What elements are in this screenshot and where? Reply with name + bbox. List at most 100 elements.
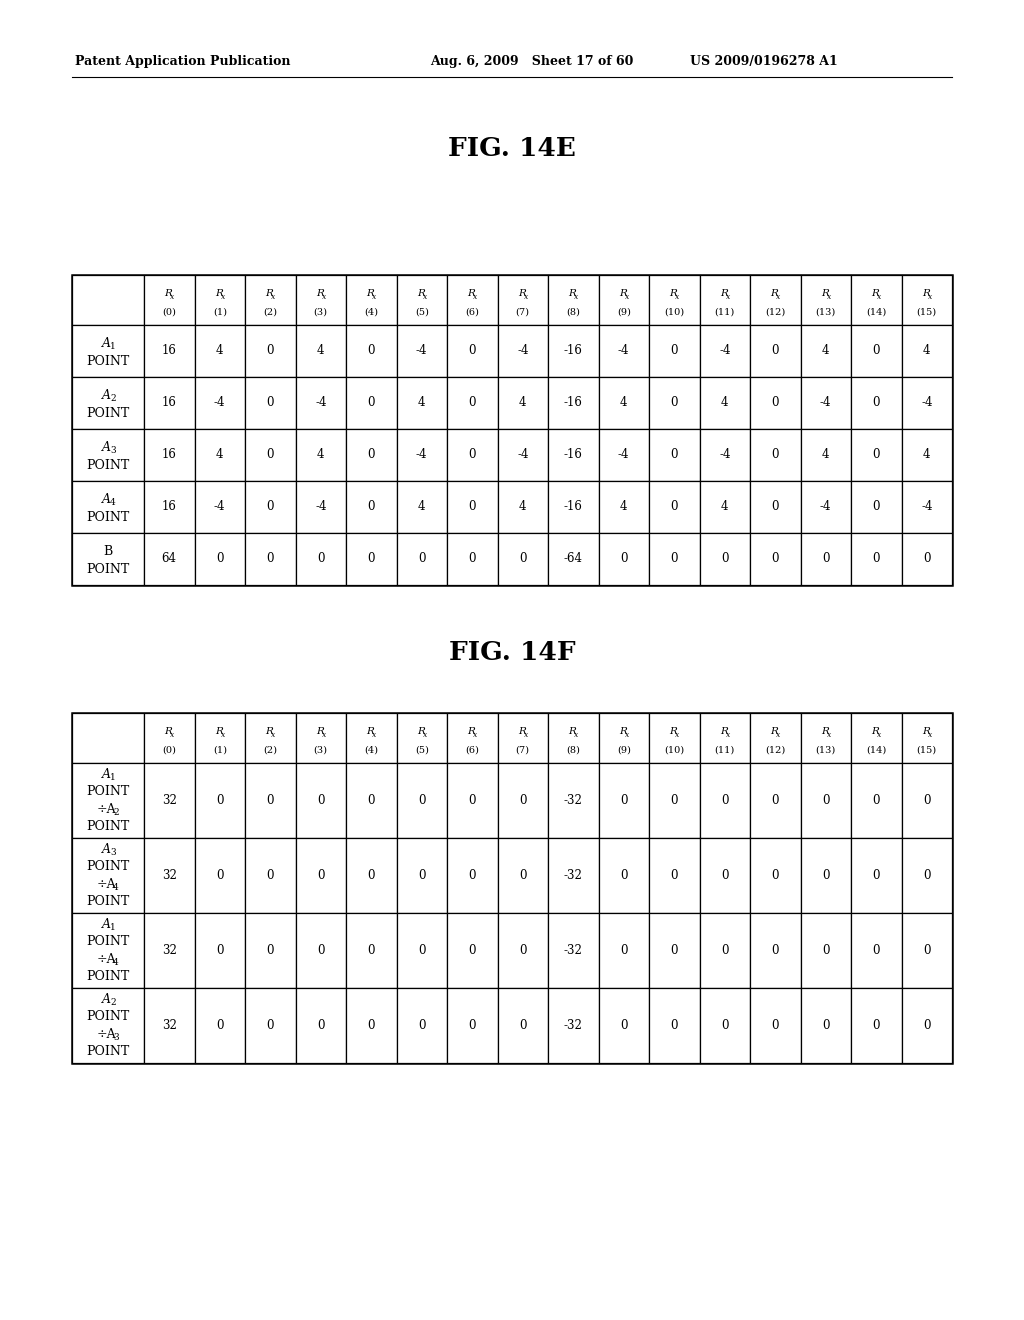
Bar: [598, 838, 649, 913]
Text: 0: 0: [418, 553, 426, 565]
Text: POINT: POINT: [86, 935, 130, 948]
Bar: [245, 325, 296, 378]
Text: POINT: POINT: [86, 1045, 130, 1059]
Text: (11): (11): [715, 308, 735, 317]
Text: 1: 1: [111, 342, 116, 351]
Text: 0: 0: [671, 944, 678, 957]
Text: R: R: [417, 289, 425, 298]
Text: 0: 0: [872, 1019, 880, 1032]
Bar: [498, 533, 548, 585]
Text: R: R: [467, 727, 475, 737]
Text: -4: -4: [921, 396, 933, 409]
Text: x: x: [574, 293, 579, 301]
Text: R: R: [770, 727, 778, 737]
Bar: [195, 533, 245, 585]
Text: 0: 0: [469, 396, 476, 409]
Bar: [346, 429, 396, 480]
Text: POINT: POINT: [86, 562, 130, 576]
Text: 0: 0: [418, 869, 426, 882]
Bar: [245, 913, 296, 987]
Text: R: R: [315, 289, 324, 298]
Bar: [649, 713, 699, 763]
Bar: [72, 763, 144, 838]
Text: -4: -4: [517, 449, 528, 462]
Bar: [346, 533, 396, 585]
Bar: [346, 275, 396, 325]
Bar: [296, 480, 346, 533]
Text: (14): (14): [866, 308, 887, 317]
Bar: [396, 325, 447, 378]
Bar: [447, 480, 498, 533]
Bar: [296, 838, 346, 913]
Text: POINT: POINT: [86, 785, 130, 799]
Bar: [548, 913, 598, 987]
Bar: [195, 987, 245, 1063]
Text: 0: 0: [317, 553, 325, 565]
Text: 4: 4: [822, 345, 829, 358]
Bar: [72, 838, 144, 913]
Text: 0: 0: [822, 1019, 829, 1032]
Text: R: R: [467, 289, 475, 298]
Bar: [346, 838, 396, 913]
Bar: [801, 763, 851, 838]
Bar: [598, 913, 649, 987]
Text: 64: 64: [162, 553, 177, 565]
Text: A: A: [101, 993, 111, 1006]
Text: (5): (5): [415, 308, 429, 317]
Bar: [447, 429, 498, 480]
Text: 0: 0: [671, 500, 678, 513]
Bar: [901, 913, 952, 987]
Text: 4: 4: [216, 345, 223, 358]
Text: x: x: [625, 731, 629, 739]
Text: 16: 16: [162, 449, 177, 462]
Bar: [396, 429, 447, 480]
Bar: [750, 325, 801, 378]
Text: x: x: [271, 731, 275, 739]
Bar: [699, 429, 750, 480]
Bar: [195, 913, 245, 987]
Text: R: R: [215, 727, 222, 737]
Text: 4: 4: [620, 396, 628, 409]
Text: 0: 0: [771, 553, 779, 565]
Bar: [447, 325, 498, 378]
Bar: [447, 763, 498, 838]
Text: (6): (6): [465, 308, 479, 317]
Text: A: A: [101, 388, 111, 401]
Text: -32: -32: [564, 944, 583, 957]
Bar: [72, 429, 144, 480]
Bar: [699, 480, 750, 533]
Bar: [245, 533, 296, 585]
Bar: [346, 480, 396, 533]
Text: 0: 0: [771, 345, 779, 358]
Text: -4: -4: [315, 396, 327, 409]
Text: -4: -4: [719, 449, 730, 462]
Bar: [498, 429, 548, 480]
Bar: [245, 763, 296, 838]
Bar: [598, 480, 649, 533]
Text: R: R: [821, 289, 828, 298]
Text: 3: 3: [111, 847, 116, 857]
Text: 4: 4: [418, 500, 426, 513]
Bar: [699, 275, 750, 325]
Bar: [851, 325, 901, 378]
Text: 0: 0: [620, 944, 628, 957]
Text: 0: 0: [216, 1019, 223, 1032]
Text: -4: -4: [517, 345, 528, 358]
Text: x: x: [170, 293, 174, 301]
Text: x: x: [675, 731, 679, 739]
Bar: [346, 713, 396, 763]
Text: -4: -4: [315, 500, 327, 513]
Text: 0: 0: [671, 345, 678, 358]
Text: 32: 32: [162, 944, 177, 957]
Bar: [649, 378, 699, 429]
Text: (15): (15): [916, 746, 937, 755]
Text: 2: 2: [114, 808, 119, 817]
Bar: [447, 713, 498, 763]
Text: -16: -16: [564, 500, 583, 513]
Text: (2): (2): [263, 746, 278, 755]
Text: 0: 0: [317, 869, 325, 882]
Text: 0: 0: [872, 553, 880, 565]
Text: 0: 0: [771, 1019, 779, 1032]
Text: 0: 0: [923, 553, 931, 565]
Text: POINT: POINT: [86, 459, 130, 471]
